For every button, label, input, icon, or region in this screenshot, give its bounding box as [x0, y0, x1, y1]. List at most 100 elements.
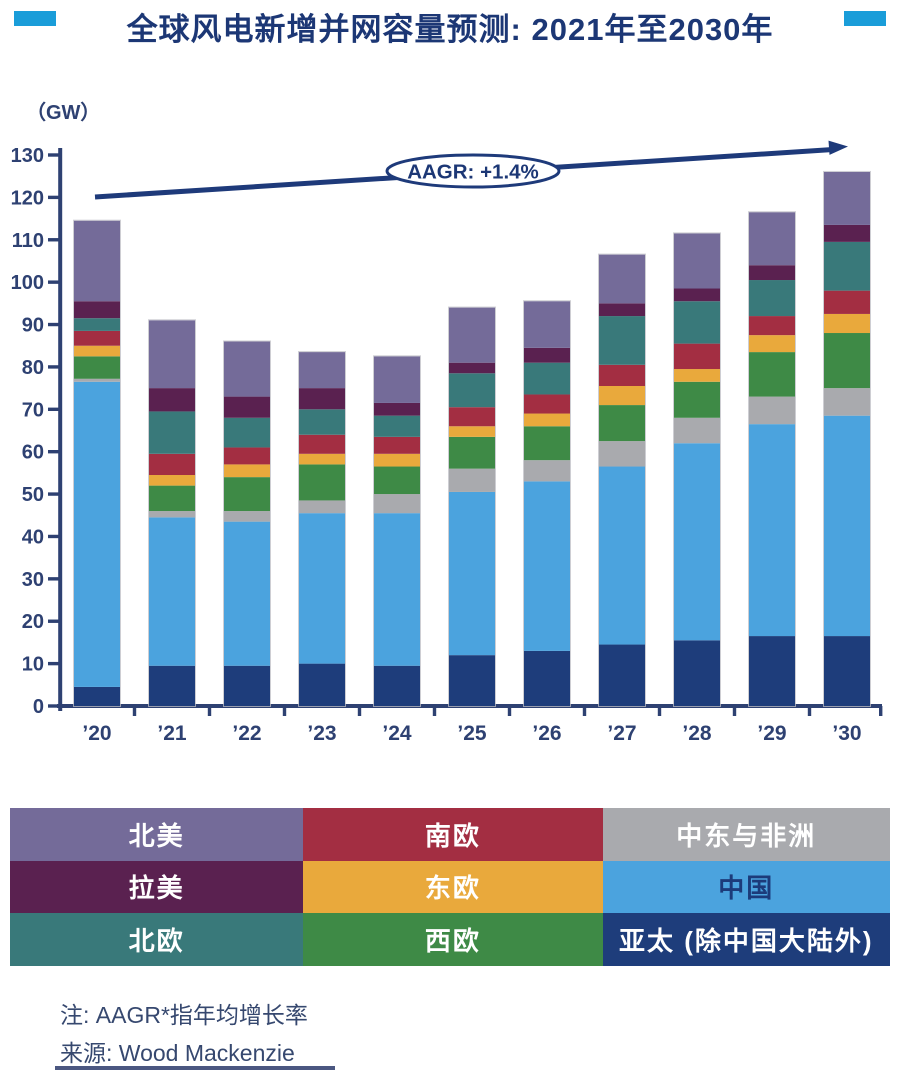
- segment-china: [599, 466, 645, 645]
- segment-middle-east-africa: [524, 460, 570, 482]
- bar-21: [148, 319, 196, 708]
- segment-latin-america: [599, 303, 645, 317]
- bar-20: [73, 219, 121, 707]
- segment-southern-europe: [224, 447, 270, 465]
- segment-apac-ex-china: [224, 665, 270, 706]
- segment-apac-ex-china: [74, 686, 120, 706]
- y-tick: [48, 577, 60, 581]
- segment-middle-east-africa: [749, 396, 795, 425]
- x-category-label: ’21: [157, 722, 187, 745]
- x-tick: [657, 706, 662, 716]
- legend-item-eastern-europe: 东欧: [303, 860, 603, 914]
- segment-southern-europe: [449, 407, 495, 427]
- y-tick: [48, 280, 60, 284]
- segment-western-europe: [374, 466, 420, 495]
- segment-latin-america: [74, 301, 120, 319]
- x-tick: [582, 706, 587, 716]
- bar-outline: [598, 253, 646, 707]
- y-tick: [48, 619, 60, 623]
- legend-item-label: 拉美: [128, 873, 185, 904]
- y-tick-label: 100: [11, 272, 44, 294]
- title-dash-left-icon: [14, 11, 56, 26]
- segment-northern-europe: [74, 318, 120, 331]
- segment-apac-ex-china: [524, 650, 570, 706]
- legend-item-latin-america: 拉美: [10, 860, 304, 914]
- segment-western-europe: [524, 426, 570, 461]
- segment-northern-europe: [149, 411, 195, 454]
- segment-north-america: [824, 171, 870, 225]
- x-category-label: ’20: [82, 722, 111, 745]
- segment-eastern-europe: [299, 453, 345, 465]
- y-axis-line: [58, 148, 63, 711]
- x-category-label: ’26: [532, 722, 561, 745]
- x-tick: [132, 706, 137, 716]
- legend-item-label: 中东与非洲: [676, 820, 817, 851]
- bar-outline: [223, 340, 271, 707]
- bar-30: [823, 170, 871, 707]
- header: 全球风电新增并网容量预测: 2021年至2030年: [0, 0, 900, 60]
- segment-eastern-europe: [149, 475, 195, 486]
- segment-eastern-europe: [749, 335, 795, 353]
- x-tick: [732, 706, 737, 716]
- segment-northern-europe: [824, 241, 870, 291]
- segment-southern-europe: [74, 330, 120, 346]
- segment-middle-east-africa: [224, 511, 270, 522]
- segment-north-america: [749, 212, 795, 266]
- x-category-label: ’24: [382, 722, 412, 745]
- legend-item-northern-europe: 北欧: [10, 913, 304, 966]
- legend-item-apac-ex-china: 亚太 (除中国大陆外): [602, 913, 890, 966]
- segment-northern-europe: [374, 415, 420, 437]
- y-tick-label: 60: [22, 442, 44, 464]
- segment-middle-east-africa: [674, 417, 720, 444]
- x-category-label: ’22: [232, 722, 261, 745]
- segment-apac-ex-china: [299, 663, 345, 706]
- note-aagr-definition: 注: AAGR*指年均增长率: [60, 1002, 308, 1028]
- y-tick: [48, 365, 60, 369]
- segment-china: [224, 521, 270, 666]
- legend-item-southern-europe: 南欧: [303, 808, 603, 861]
- trend-arrow-head-icon: [828, 140, 848, 155]
- y-tick-label: 110: [12, 230, 44, 252]
- x-category-label: ’27: [607, 722, 636, 745]
- segment-middle-east-africa: [374, 494, 420, 514]
- segment-china: [824, 415, 870, 637]
- segment-middle-east-africa: [149, 511, 195, 518]
- x-tick: [807, 706, 812, 716]
- segment-western-europe: [224, 477, 270, 512]
- segment-western-europe: [299, 464, 345, 501]
- segment-latin-america: [524, 347, 570, 363]
- y-tick-label: 0: [33, 696, 44, 718]
- segment-north-america: [449, 307, 495, 363]
- segment-southern-europe: [524, 394, 570, 414]
- bar-26: [523, 300, 571, 707]
- bar-outline: [823, 170, 871, 707]
- page-title: 全球风电新增并网容量预测: 2021年至2030年: [126, 12, 774, 47]
- segment-eastern-europe: [224, 464, 270, 478]
- segment-north-america: [299, 352, 345, 389]
- y-tick-label: 50: [22, 484, 44, 506]
- segment-latin-america: [224, 396, 270, 418]
- legend-item-middle-east-africa: 中东与非洲: [602, 808, 890, 861]
- segment-western-europe: [599, 405, 645, 442]
- segment-middle-east-africa: [74, 378, 120, 382]
- x-tick: [207, 706, 212, 716]
- bar-28: [673, 232, 721, 708]
- segment-latin-america: [674, 288, 720, 302]
- aagr-label: AAGR: +1.4%: [407, 161, 539, 184]
- segment-southern-europe: [749, 316, 795, 336]
- legend-item-label: 中国: [718, 873, 775, 904]
- segment-apac-ex-china: [149, 665, 195, 706]
- segment-china: [74, 381, 120, 687]
- bar-outline: [148, 319, 196, 708]
- segment-western-europe: [749, 352, 795, 397]
- y-tick: [48, 661, 60, 666]
- chart-canvas: 0 10 20 30 40 50 60 70 80 90 100 110 120 130 ’20 ’21 ’22…: [11, 140, 883, 745]
- bar-23: [298, 351, 346, 707]
- x-category-label: ’29: [757, 722, 786, 745]
- legend-item-label: 北美: [128, 820, 185, 851]
- segment-northern-europe: [449, 373, 495, 408]
- segment-china: [449, 491, 495, 656]
- aagr-badge: [385, 153, 561, 189]
- bar-25: [448, 306, 496, 707]
- segment-eastern-europe: [674, 369, 720, 382]
